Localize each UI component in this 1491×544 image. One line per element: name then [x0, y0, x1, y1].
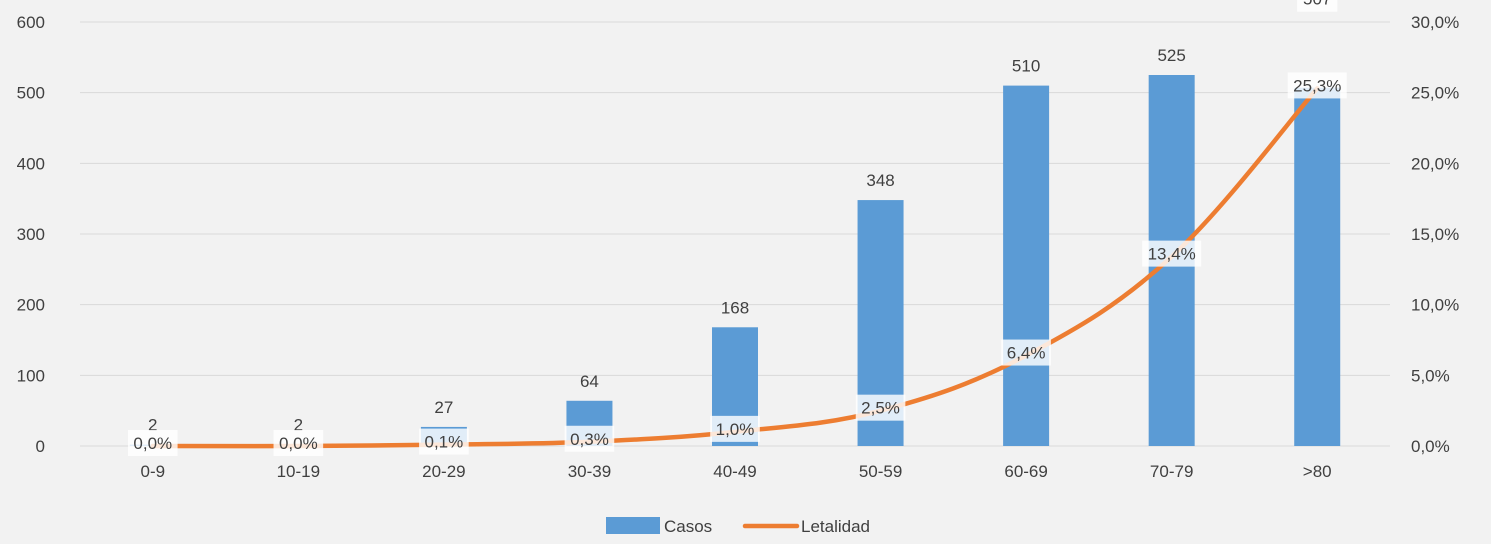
x-tick-label: 40-49	[713, 462, 756, 481]
y-right-tick-label: 25,0%	[1411, 84, 1459, 103]
x-tick-label: 70-79	[1150, 462, 1193, 481]
line-value-label-bg	[564, 425, 615, 452]
y-left-tick-label: 500	[17, 84, 45, 103]
line-value-label-bg	[273, 430, 324, 456]
bar-value-label-bg	[1297, 0, 1338, 12]
y-left-tick-label: 100	[17, 366, 45, 385]
line-value-label-bg	[855, 394, 906, 421]
gridlines	[80, 21, 1390, 447]
y-left-tick-label: 300	[17, 225, 45, 244]
line-value-label-bg	[127, 430, 178, 456]
x-tick-label: 10-19	[277, 462, 320, 481]
legend-label-letalidad: Letalidad	[801, 517, 870, 536]
axes: 0 0,0%100 5,0%200 10,0%300 15,0%400 20,0%500 2…	[17, 13, 1460, 481]
x-tick-label: 60-69	[1004, 462, 1047, 481]
y-left-tick-label: 200	[17, 296, 45, 315]
data-labels: 2 2 27 64 168 348 510 525 507 0,0% 0,0% 0,1% 0,3% 1,0…	[127, 0, 1347, 456]
line-value-label: 6,4%	[1007, 344, 1046, 363]
legend-label-casos: Casos	[664, 517, 712, 536]
bar-value-label: 2	[294, 416, 303, 435]
bar-value-label: 348	[866, 171, 894, 190]
line-value-label-bg	[710, 415, 760, 442]
line-value-label: 0,1%	[425, 433, 464, 452]
line-value-label: 0,0%	[279, 434, 318, 453]
y-left-tick-label: 600	[17, 13, 45, 32]
line-value-label-bg	[1142, 240, 1202, 267]
line-value-label: 2,5%	[861, 399, 900, 418]
legend: Casos Letalidad	[606, 517, 870, 536]
bar-value-label: 168	[721, 298, 749, 317]
y-right-tick-label: 5,0%	[1411, 366, 1450, 385]
y-left-tick-label: 400	[17, 154, 45, 173]
y-right-tick-label: 15,0%	[1411, 225, 1459, 244]
x-tick-label: 50-59	[859, 462, 902, 481]
bar-value-label: 507	[1303, 0, 1331, 9]
line-value-label: 0,0%	[133, 434, 172, 453]
bar-casos	[1294, 87, 1341, 446]
line-value-label: 0,3%	[570, 430, 609, 449]
line-value-label-bg	[419, 428, 469, 455]
bar-value-label: 27	[434, 398, 453, 417]
x-tick-label: 20-29	[422, 462, 465, 481]
bar-value-label: 510	[1012, 57, 1040, 76]
y-right-tick-label: 10,0%	[1411, 296, 1459, 315]
bar-casos	[1003, 85, 1050, 446]
line-value-label: 13,4%	[1148, 245, 1196, 264]
bar-value-label: 2	[148, 416, 157, 435]
y-right-tick-label: 20,0%	[1411, 154, 1459, 173]
bar-value-label: 64	[580, 372, 599, 391]
x-tick-label: >80	[1303, 462, 1332, 481]
line-value-label-bg	[1287, 72, 1347, 99]
bar-value-label: 525	[1157, 46, 1185, 65]
line-value-label: 25,3%	[1293, 76, 1341, 95]
line-value-label: 1,0%	[716, 420, 755, 439]
line-value-label-bg	[1001, 339, 1051, 366]
x-tick-label: 0-9	[140, 462, 165, 481]
y-right-tick-label: 30,0%	[1411, 13, 1459, 32]
y-right-tick-label: 0,0%	[1411, 437, 1450, 456]
x-tick-label: 30-39	[568, 462, 611, 481]
legend-swatch-casos	[606, 517, 660, 534]
y-left-tick-label: 0	[36, 437, 45, 456]
